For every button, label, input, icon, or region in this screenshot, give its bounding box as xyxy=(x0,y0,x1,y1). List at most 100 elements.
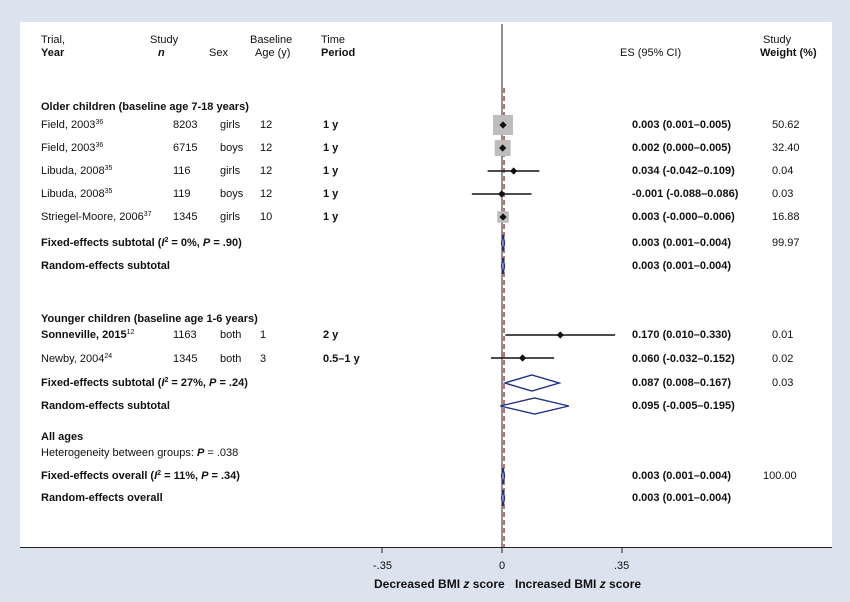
x-tick-label-pos: .35 xyxy=(614,560,630,572)
x-tick-label-zero: 0 xyxy=(499,560,506,572)
study-name: Sonneville, 201512 xyxy=(41,329,135,341)
subtotal-weight: 0.03 xyxy=(772,377,794,389)
study-weight: 32.40 xyxy=(772,142,800,154)
study-n: 1163 xyxy=(173,329,197,341)
study-age: 12 xyxy=(260,142,273,154)
point-estimate xyxy=(499,213,507,221)
study-period: 2 y xyxy=(323,329,339,341)
header-study: Study xyxy=(150,34,179,46)
study-sex: both xyxy=(220,353,242,365)
study-sex: girls xyxy=(220,211,241,223)
study-age: 12 xyxy=(260,119,273,131)
point-estimate xyxy=(518,354,527,362)
header-n: n xyxy=(158,47,165,59)
header-weight: Weight (%) xyxy=(760,47,817,59)
subtotal-label: Fixed-effects subtotal (I2 = 0%, P = .90… xyxy=(41,237,242,249)
study-weight: 16.88 xyxy=(772,211,800,223)
subtotal-es: 0.095 (-0.005–0.195) xyxy=(632,400,735,412)
subtotal-es: 0.087 (0.008–0.167) xyxy=(632,377,732,389)
header-year: Year xyxy=(41,47,65,59)
study-weight: 0.04 xyxy=(772,165,794,177)
header-period: Period xyxy=(321,47,356,59)
point-estimate xyxy=(499,121,507,129)
pooled-diamond xyxy=(502,374,562,392)
study-name: Newby, 200424 xyxy=(41,353,113,365)
study-n: 1345 xyxy=(173,353,198,365)
header-time: Time xyxy=(321,34,346,46)
study-es: 0.002 (0.000–0.005) xyxy=(632,142,732,154)
study-sex: boys xyxy=(220,142,244,154)
header-study-weight: Study xyxy=(763,34,792,46)
study-n: 119 xyxy=(173,188,191,200)
pooled-diamond xyxy=(500,234,506,252)
subtotal-es: 0.003 (0.001–0.004) xyxy=(632,260,732,272)
pooled-diamond xyxy=(500,489,506,507)
study-n: 6715 xyxy=(173,142,198,154)
x-tick-label-neg: -.35 xyxy=(373,560,392,572)
point-estimate xyxy=(498,190,506,198)
study-name: Field, 200336 xyxy=(41,142,104,154)
study-period: 1 y xyxy=(323,165,339,177)
study-weight: 0.01 xyxy=(772,329,794,341)
x-axis-line xyxy=(20,547,832,548)
subtotal-label: Random-effects subtotal xyxy=(41,400,170,412)
study-period: 1 y xyxy=(323,211,339,223)
x-axis-label-left: Decreased BMI z score xyxy=(374,577,505,591)
study-sex: girls xyxy=(220,165,241,177)
subtotal-label: Fixed-effects overall (I2 = 11%, P = .34… xyxy=(41,470,240,482)
heterogeneity-text: Heterogeneity between groups: P = .038 xyxy=(41,447,239,459)
subtotal-label: Random-effects overall xyxy=(41,492,163,504)
subtotal-label: Random-effects subtotal xyxy=(41,260,170,272)
subtotal-es: 0.003 (0.001–0.004) xyxy=(632,237,732,249)
point-estimate xyxy=(510,167,518,175)
subtotal-weight: 99.97 xyxy=(772,237,800,249)
study-n: 1345 xyxy=(173,211,198,223)
study-weight: 0.03 xyxy=(772,188,794,200)
study-age: 10 xyxy=(260,211,273,223)
study-weight: 0.02 xyxy=(772,353,794,365)
subtotal-es: 0.003 (0.001–0.004) xyxy=(632,470,732,482)
header-age: Age (y) xyxy=(255,47,291,59)
header-es: ES (95% CI) xyxy=(620,47,682,59)
pooled-diamond xyxy=(500,467,506,485)
study-period: 1 y xyxy=(323,142,339,154)
study-es: -0.001 (-0.088–0.086) xyxy=(632,188,739,200)
group-older-heading: Older children (baseline age 7-18 years) xyxy=(41,101,249,113)
study-sex: boys xyxy=(220,188,244,200)
study-age: 12 xyxy=(260,165,273,177)
group-younger-heading: Younger children (baseline age 1-6 years… xyxy=(41,313,258,325)
study-es: 0.003 (-0.000–0.006) xyxy=(632,211,735,223)
pooled-diamond xyxy=(500,397,570,415)
group-all-heading: All ages xyxy=(41,431,84,443)
point-estimate xyxy=(556,331,564,339)
study-age: 3 xyxy=(260,353,267,365)
point-estimate xyxy=(499,144,507,152)
study-sex: both xyxy=(220,329,242,341)
study-es: 0.060 (-0.032–0.152) xyxy=(632,353,735,365)
header-trial: Trial, xyxy=(41,34,66,46)
study-period: 1 y xyxy=(323,188,339,200)
study-name: Field, 200336 xyxy=(41,119,104,131)
subtotal-weight: 100.00 xyxy=(763,470,797,482)
study-age: 12 xyxy=(260,188,273,200)
study-weight: 50.62 xyxy=(772,119,800,131)
study-es: 0.170 (0.010–0.330) xyxy=(632,329,732,341)
study-period: 1 y xyxy=(323,119,339,131)
study-period: 0.5–1 y xyxy=(323,353,360,365)
study-es: 0.003 (0.001–0.005) xyxy=(632,119,732,131)
study-name: Libuda, 200835 xyxy=(41,165,113,177)
study-name: Striegel-Moore, 200637 xyxy=(41,211,152,223)
study-sex: girls xyxy=(220,119,241,131)
subtotal-es: 0.003 (0.001–0.004) xyxy=(632,492,732,504)
study-n: 8203 xyxy=(173,119,198,131)
chart-panel xyxy=(20,22,832,548)
pooled-diamond xyxy=(500,257,506,275)
study-n: 116 xyxy=(173,165,191,177)
subtotal-label: Fixed-effects subtotal (I2 = 27%, P = .2… xyxy=(41,377,248,389)
header-sex: Sex xyxy=(209,47,228,59)
study-age: 1 xyxy=(260,329,267,341)
study-es: 0.034 (-0.042–0.109) xyxy=(632,165,735,177)
x-axis-label-right: Increased BMI z score xyxy=(515,577,642,591)
study-name: Libuda, 200835 xyxy=(41,188,113,200)
